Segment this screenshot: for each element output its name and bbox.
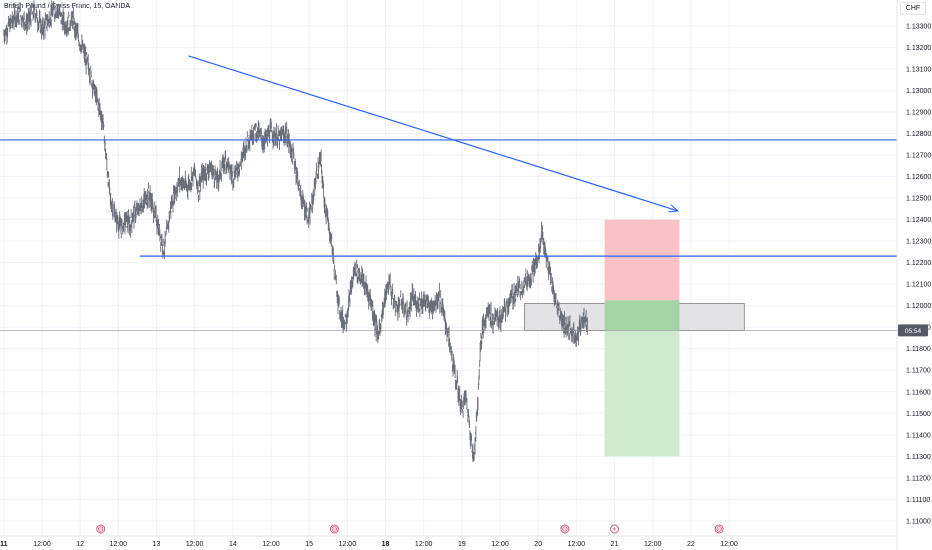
y-tick-label: 1.12100 <box>906 282 931 289</box>
x-tick-label: 12 <box>76 541 84 548</box>
x-tick-label: 12:00 <box>644 541 662 548</box>
x-tick-label: 11 <box>0 541 8 548</box>
x-tick-label: 12:00 <box>568 541 586 548</box>
y-tick-label: 1.12000 <box>906 303 931 310</box>
symbol-title: British Pound / Swiss Franc, 15, OANDA <box>4 3 131 10</box>
y-tick-label: 1.13000 <box>906 88 931 95</box>
x-tick-label: 21 <box>611 541 619 548</box>
y-tick-label: 1.12400 <box>906 217 931 224</box>
x-tick-label: 12:00 <box>491 541 509 548</box>
event-glyph <box>716 526 722 532</box>
x-tick-label: 12:00 <box>33 541 51 548</box>
stop-loss-zone <box>604 219 680 301</box>
trend-arrow-line[interactable] <box>188 55 678 211</box>
y-tick-label: 1.12600 <box>906 174 931 181</box>
x-tick-label: 15 <box>305 541 313 548</box>
x-tick-label: 13 <box>153 541 161 548</box>
event-markers[interactable] <box>96 524 724 534</box>
y-tick-label: 1.13300 <box>906 23 931 30</box>
event-glyph <box>98 526 104 532</box>
y-tick-label: 1.11000 <box>906 518 931 525</box>
current-price-badge-text: 05:54 <box>905 328 922 335</box>
price-axis[interactable]: 1.13300 1.13200 1.13100 1.13000 1.12900 1.128… <box>898 23 931 525</box>
currency-label[interactable]: CHF <box>900 2 926 15</box>
x-tick-label: 12:00 <box>415 541 433 548</box>
y-tick-label: 1.11100 <box>906 497 930 504</box>
lightning-glyph <box>612 526 617 532</box>
x-tick-label: 12:00 <box>720 541 738 548</box>
x-tick-label: 20 <box>534 541 542 548</box>
y-tick-label: 1.12300 <box>906 239 931 246</box>
position-overlays <box>524 219 745 457</box>
y-tick-label: 1.12900 <box>906 109 931 116</box>
y-tick-label: 1.11300 <box>906 454 931 461</box>
event-glyph <box>562 526 568 532</box>
y-tick-label: 1.12200 <box>906 260 931 267</box>
drawing-tools[interactable] <box>0 55 897 331</box>
y-tick-label: 1.12700 <box>906 152 931 159</box>
y-tick-label: 1.11400 <box>906 432 931 439</box>
y-tick-label: 1.11800 <box>906 346 931 353</box>
y-tick-label: 1.11700 <box>906 368 931 375</box>
chart-grid <box>0 0 897 536</box>
x-tick-label: 12:00 <box>339 541 357 548</box>
event-glyph <box>331 526 338 532</box>
time-axis[interactable]: 11 12:00 12 12:00 13 12:00 14 12:00 15 12:00 18 12:… <box>0 541 738 548</box>
x-tick-label: 12:00 <box>110 541 128 548</box>
entry-overlap-zone <box>604 300 680 331</box>
y-tick-label: 1.11600 <box>906 389 931 396</box>
y-tick-label: 1.12500 <box>906 196 931 203</box>
x-tick-label: 12:00 <box>186 541 204 548</box>
y-tick-label: 1.11500 <box>906 411 931 418</box>
x-tick-label: 19 <box>458 541 466 548</box>
x-tick-label: 22 <box>687 541 695 548</box>
x-tick-label: 12:00 <box>262 541 280 548</box>
y-tick-label: 1.13100 <box>906 66 931 73</box>
current-price-badge <box>898 324 928 337</box>
x-tick-label: 18 <box>382 541 390 548</box>
x-tick-label: 14 <box>229 541 237 548</box>
y-tick-label: 1.12800 <box>906 131 931 138</box>
y-tick-label: 1.11200 <box>906 475 931 482</box>
y-tick-label: 1.13200 <box>906 45 931 52</box>
